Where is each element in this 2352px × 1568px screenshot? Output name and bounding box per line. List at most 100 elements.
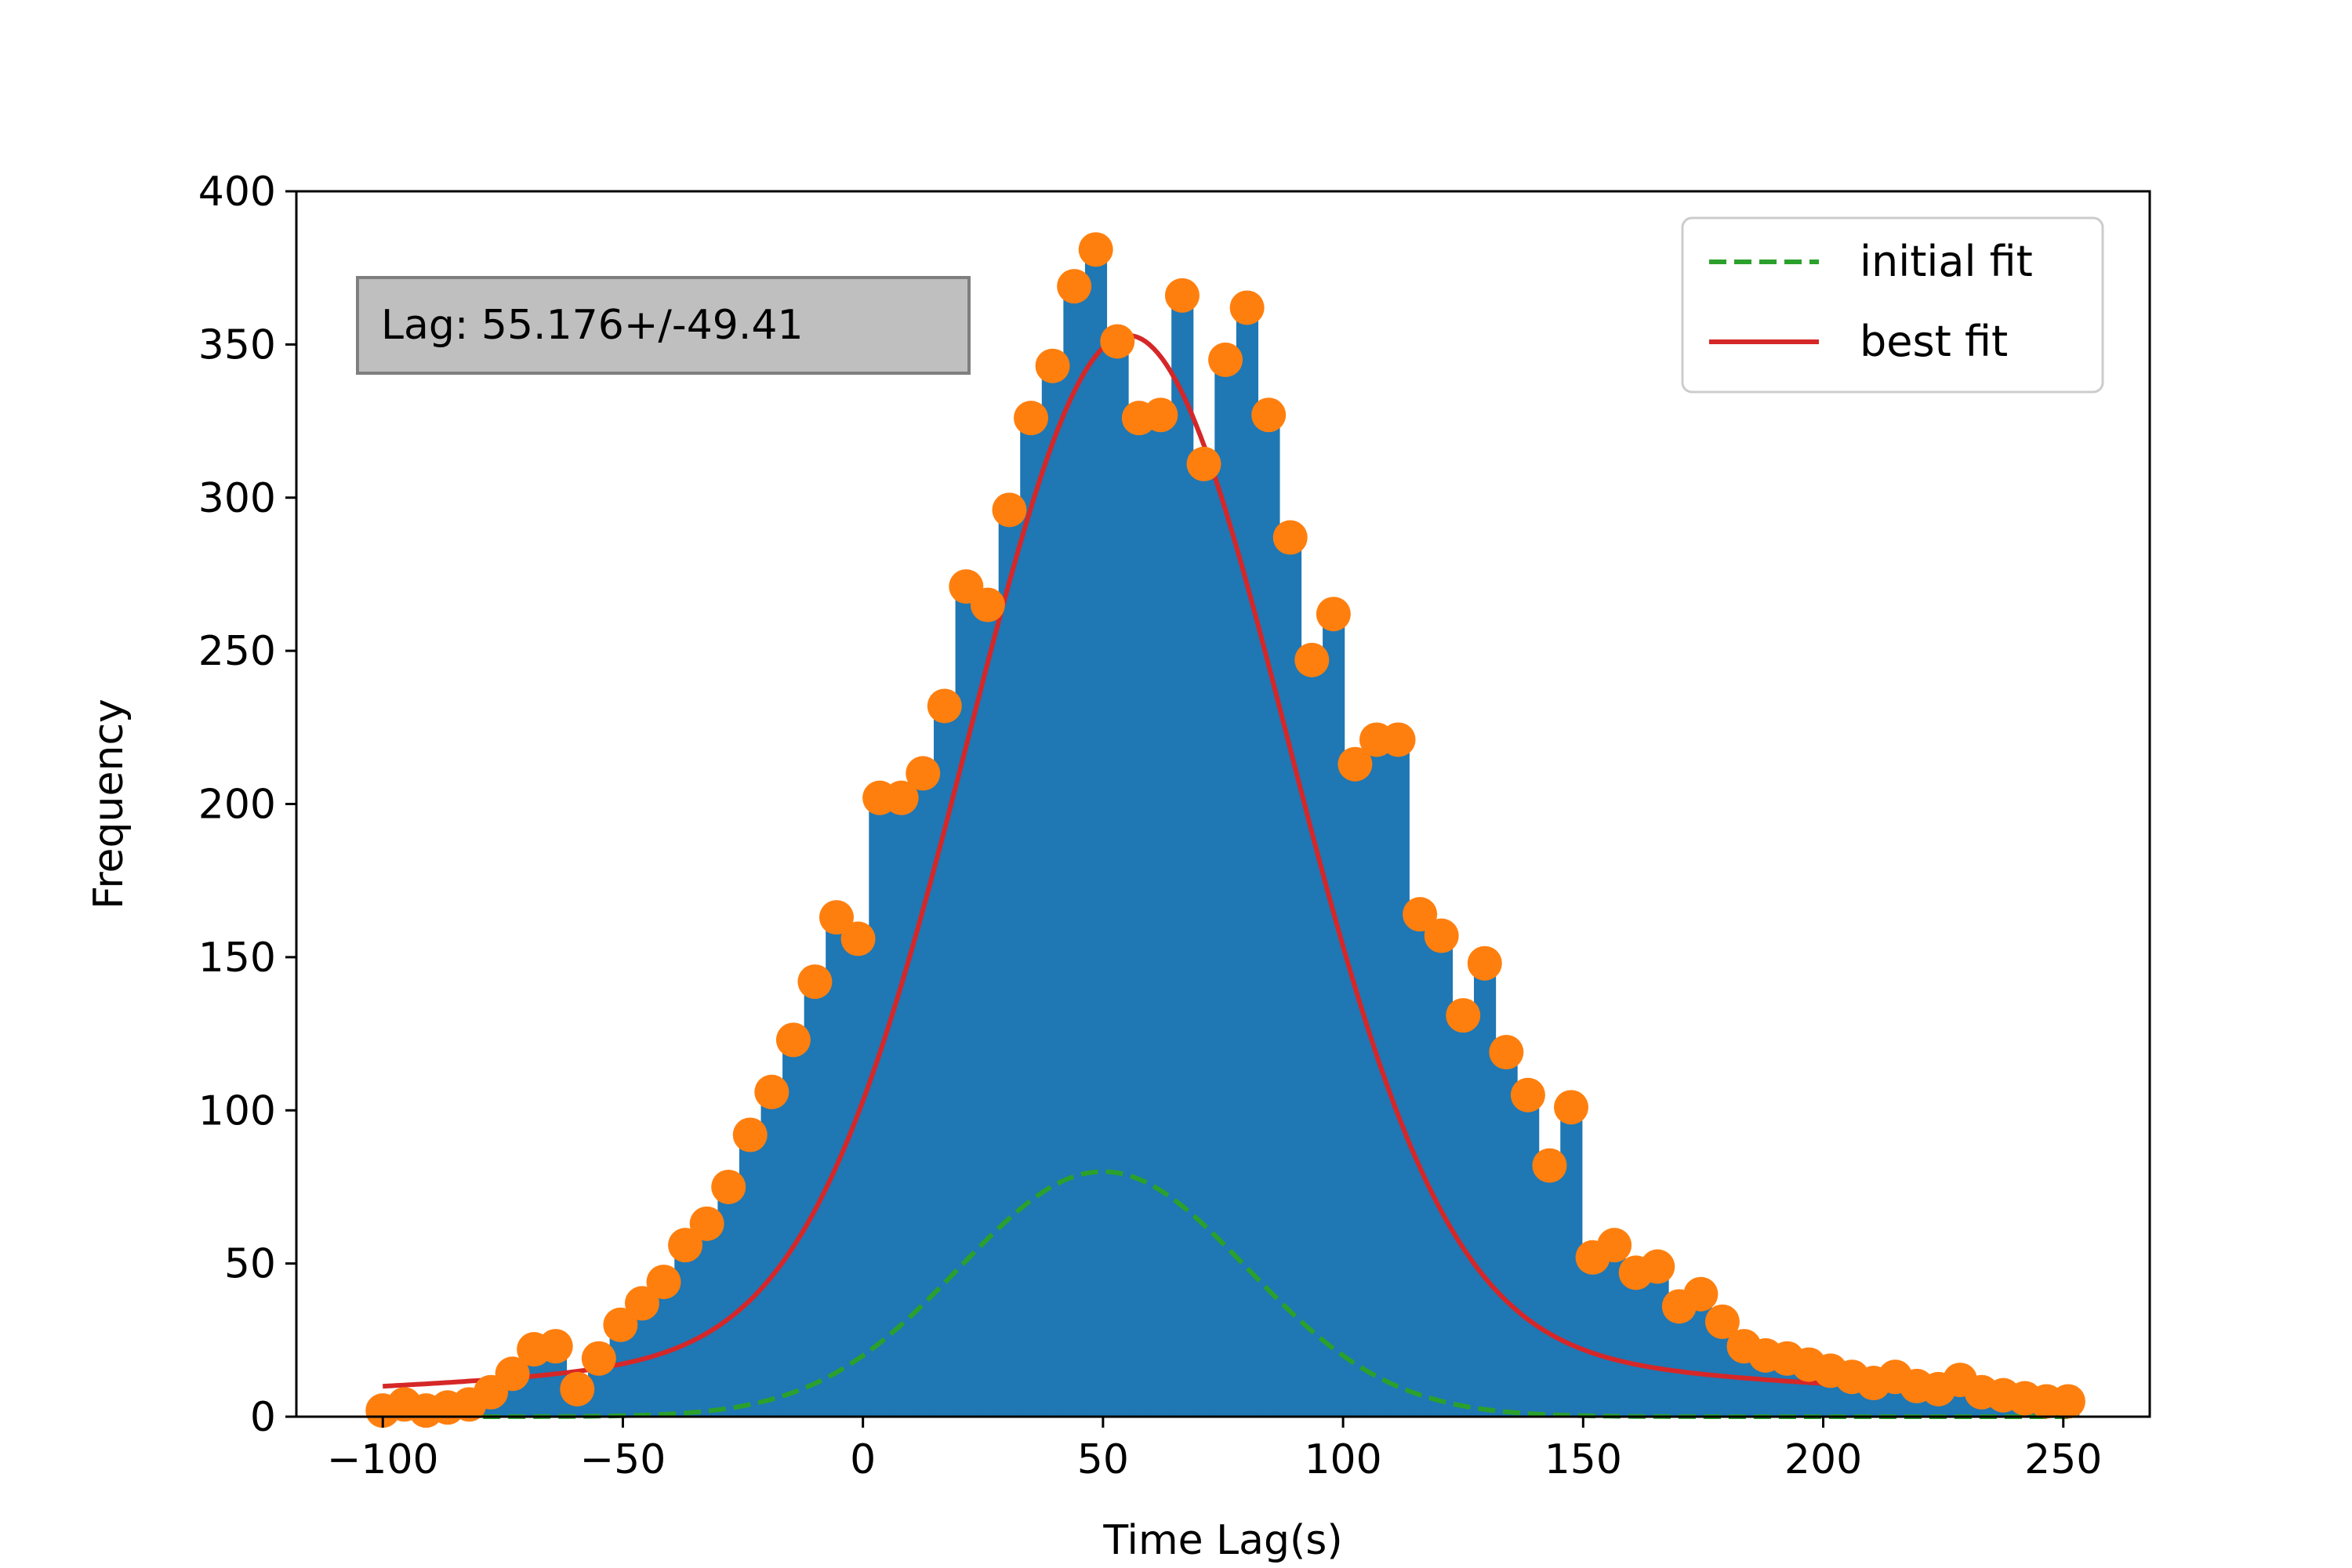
annotation-text: Lag: 55.176+/-49.41: [381, 302, 804, 349]
histogram-bar: [1301, 659, 1323, 1417]
data-point: [797, 964, 833, 1000]
data-point: [624, 1286, 659, 1321]
data-point: [1035, 348, 1070, 383]
histogram-bar: [1668, 1306, 1691, 1417]
y-tick-label: 350: [198, 321, 276, 368]
histogram-bar: [977, 604, 1000, 1417]
data-point: [711, 1169, 746, 1204]
histogram-bar: [1020, 418, 1043, 1417]
legend-initial-fit-label: initial fit: [1860, 237, 2033, 286]
data-point: [1640, 1249, 1675, 1284]
histogram-bar: [1084, 249, 1108, 1417]
data-point: [1424, 918, 1459, 953]
histogram-bar: [1323, 614, 1345, 1417]
data-point: [689, 1206, 724, 1241]
histogram-bar: [1495, 1052, 1518, 1417]
data-point: [1704, 1304, 1740, 1339]
y-tick-label: 50: [224, 1241, 276, 1288]
y-tick-label: 150: [198, 935, 276, 982]
data-point: [1489, 1035, 1524, 1070]
histogram-bar: [1236, 307, 1259, 1417]
data-point: [927, 688, 962, 724]
data-point: [1597, 1228, 1632, 1263]
x-tick-label: −50: [580, 1436, 666, 1483]
legend: initial fit best fit: [1681, 216, 2104, 394]
y-axis-label: Frequency: [85, 699, 132, 909]
data-point: [1338, 746, 1373, 782]
histogram-bar: [1344, 764, 1367, 1417]
data-point: [1381, 722, 1416, 757]
legend-best-fit-label: best fit: [1860, 317, 2008, 366]
data-point: [1251, 397, 1287, 433]
data-point: [732, 1117, 768, 1152]
data-point: [1294, 642, 1330, 677]
best-fit-series: [383, 332, 2068, 1397]
y-axis-ticks: 0 50 100 150 200 250 300 350 400: [198, 169, 296, 1441]
data-point: [560, 1371, 595, 1406]
histogram-bar: [674, 1245, 697, 1417]
data-point: [1229, 290, 1265, 325]
histogram-bar: [1473, 963, 1497, 1417]
y-tick-label: 400: [198, 169, 276, 216]
data-point: [538, 1329, 573, 1364]
data-point: [970, 587, 1005, 622]
data-points: [365, 232, 2085, 1428]
data-point: [1143, 397, 1178, 433]
data-point: [1078, 232, 1113, 267]
histogram-bar: [847, 938, 869, 1417]
data-point: [1208, 342, 1243, 377]
y-tick-label: 100: [198, 1087, 276, 1134]
data-point: [1272, 520, 1308, 555]
histogram-bar: [1538, 1165, 1561, 1417]
x-tick-label: 100: [1304, 1436, 1381, 1483]
histogram-bar: [1387, 739, 1410, 1417]
histogram-bar: [1581, 1257, 1604, 1417]
histogram-bar: [1517, 1094, 1540, 1417]
x-tick-label: 200: [1784, 1436, 1862, 1483]
histogram-bar: [890, 797, 913, 1417]
annotation-background: [356, 276, 971, 375]
histogram-bar: [1258, 415, 1280, 1417]
data-point: [992, 492, 1027, 528]
x-tick-label: 50: [1077, 1436, 1129, 1483]
histogram-bar: [1041, 365, 1064, 1417]
x-tick-label: 150: [1544, 1436, 1622, 1483]
histogram-bar: [1624, 1272, 1648, 1417]
histogram-bar: [934, 706, 956, 1417]
data-point: [840, 921, 876, 956]
x-axis-label: Time Lag(s): [1102, 1517, 1342, 1564]
x-axis-ticks: −100 −50 0 50 100 150 200 250: [327, 1417, 2102, 1483]
data-point: [1014, 401, 1049, 436]
data-point: [1186, 446, 1221, 481]
histogram-bar: [998, 510, 1021, 1417]
data-point: [1510, 1077, 1545, 1112]
histogram-bar: [1063, 286, 1086, 1417]
histogram-bar: [869, 797, 891, 1417]
histogram-bar: [1149, 415, 1172, 1417]
data-point: [495, 1356, 530, 1392]
data-point: [884, 780, 919, 815]
histogram-bar: [1171, 295, 1194, 1417]
histogram-bar: [1128, 418, 1151, 1417]
histogram-bar: [1452, 1015, 1475, 1417]
data-point: [1403, 897, 1438, 932]
y-tick-label: 300: [198, 475, 276, 522]
x-tick-label: −100: [327, 1436, 439, 1483]
data-point: [581, 1341, 616, 1376]
data-point: [754, 1074, 789, 1109]
data-point: [775, 1022, 811, 1058]
data-point: [646, 1265, 681, 1300]
data-point: [1164, 278, 1200, 313]
histogram-bar: [912, 773, 935, 1417]
histogram-bar: [695, 1223, 719, 1417]
data-point: [1316, 597, 1351, 632]
histogram-bar: [1192, 463, 1215, 1417]
data-point: [818, 900, 854, 935]
data-point: [1057, 269, 1092, 304]
data-point: [906, 756, 941, 791]
data-point: [668, 1228, 703, 1263]
data-point: [1683, 1276, 1719, 1312]
data-point: [1100, 324, 1135, 359]
